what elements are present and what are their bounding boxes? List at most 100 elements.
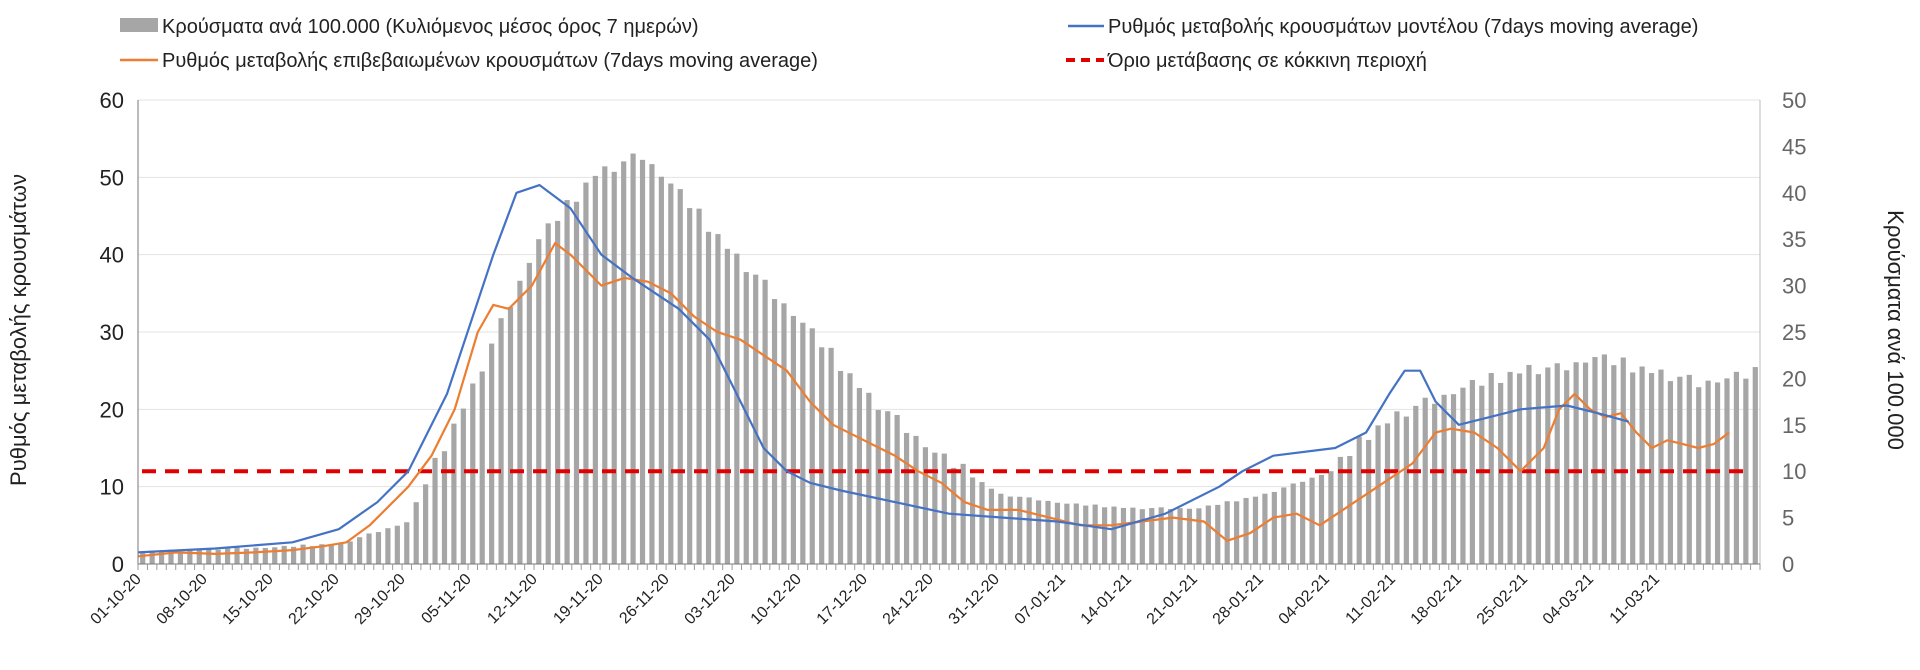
bar: [1186, 508, 1193, 564]
bar: [875, 409, 881, 564]
x-axis-tick-label: 12-11-20: [484, 571, 541, 628]
bar: [460, 408, 466, 564]
x-axis-tick-label: 17-12-20: [814, 571, 871, 628]
bar: [526, 262, 532, 564]
bar: [809, 328, 815, 564]
bar: [1545, 367, 1551, 564]
bar: [1592, 357, 1598, 564]
bar: [1149, 508, 1155, 564]
bar: [1724, 378, 1730, 564]
bar: [1460, 387, 1466, 564]
bar: [1224, 501, 1230, 564]
bar: [856, 388, 863, 564]
model-line: [137, 184, 1629, 554]
x-axis-tick-label: 21-01-21: [1144, 571, 1201, 628]
y-axis-right-tick-label: 30: [1782, 274, 1806, 299]
x-axis-tick-label: 11-02-21: [1343, 571, 1400, 628]
bar: [988, 488, 995, 564]
bar: [1535, 374, 1541, 564]
bar: [1356, 436, 1362, 564]
bar: [941, 453, 947, 564]
axes: [137, 100, 1761, 570]
x-axis-tick-label: 14-01-21: [1078, 571, 1135, 628]
y-axis-right-tick-label: 45: [1782, 134, 1806, 159]
bar: [602, 166, 608, 565]
bar: [1573, 362, 1579, 564]
bar: [1205, 505, 1211, 564]
bar: [253, 547, 259, 564]
y-axis-left-tick-label: 10: [100, 475, 124, 500]
y-axis-right-tick-label: 25: [1782, 320, 1806, 345]
bar: [404, 522, 410, 564]
bar: [668, 183, 674, 564]
bar: [1262, 493, 1268, 564]
bar: [347, 541, 353, 564]
bar: [1300, 481, 1306, 564]
y-axis-right-tick-label: 5: [1782, 506, 1794, 531]
bar: [168, 549, 174, 564]
bar: [272, 547, 278, 564]
bar: [432, 457, 438, 564]
bar: [677, 189, 683, 565]
y-axis-left-tick-label: 0: [112, 552, 124, 577]
bar: [1007, 496, 1013, 564]
bar: [564, 200, 570, 565]
bar: [1394, 411, 1400, 564]
bar: [762, 279, 768, 564]
bar: [649, 164, 655, 564]
legend-label-confirmed: Ρυθμός μεταβολής επιβεβαιωμένων κρουσμάτ…: [162, 50, 818, 72]
bar: [1696, 387, 1702, 564]
bar: [903, 432, 910, 564]
bar: [1714, 382, 1721, 564]
bar: [819, 347, 825, 564]
bar: [1318, 474, 1325, 564]
bar: [932, 452, 938, 564]
bar: [1234, 501, 1240, 564]
bar: [687, 208, 693, 564]
bar: [385, 528, 391, 564]
bar: [357, 537, 363, 564]
bar: [696, 208, 702, 564]
x-axis-tick-label: 28-01-21: [1210, 571, 1267, 628]
y-axis-right-tick-label: 50: [1782, 88, 1806, 113]
bar: [705, 231, 712, 565]
y-axis-left-tick-label: 50: [100, 165, 124, 190]
x-axis-tick-label: 03-12-20: [682, 571, 739, 628]
bar: [536, 239, 542, 564]
bar: [262, 547, 268, 564]
bar: [555, 220, 561, 565]
bar: [309, 546, 316, 564]
bar: [1432, 403, 1438, 564]
y-axis-right-tick-label: 0: [1782, 552, 1794, 577]
bar: [658, 176, 664, 564]
bar: [592, 175, 598, 564]
y-axis-left-title: Ρυθμός μεταβολής κρουσμάτων: [6, 174, 31, 486]
bar: [224, 548, 231, 564]
bar: [828, 347, 834, 564]
x-axis-tick-label: 26-11-20: [616, 571, 673, 628]
bar: [1630, 372, 1636, 564]
legend-swatch-bars: [120, 18, 158, 32]
bar: [800, 322, 806, 564]
bar: [743, 272, 749, 564]
bar: [1347, 455, 1353, 564]
bar: [1243, 497, 1249, 564]
x-axis-tick-label: 29-10-20: [352, 571, 409, 628]
bar: [1064, 503, 1070, 564]
bar: [1498, 382, 1504, 564]
bar: [366, 533, 372, 564]
bar: [1196, 508, 1202, 564]
x-axis-tick-label: 11-03-21: [1607, 571, 1664, 628]
y-axis-right-ticks: 0 5 10 15 20 25 30 35 40 45 50: [1782, 88, 1806, 577]
bar: [375, 532, 382, 564]
bar: [998, 493, 1004, 564]
bar: [1102, 507, 1108, 564]
bar: [507, 307, 514, 564]
bar: [1271, 491, 1277, 564]
bar: [1290, 483, 1296, 564]
bar: [866, 392, 872, 564]
gridlines: [138, 99, 1760, 565]
bar: [338, 542, 344, 564]
bar: [1582, 362, 1589, 564]
bar: [196, 549, 202, 564]
